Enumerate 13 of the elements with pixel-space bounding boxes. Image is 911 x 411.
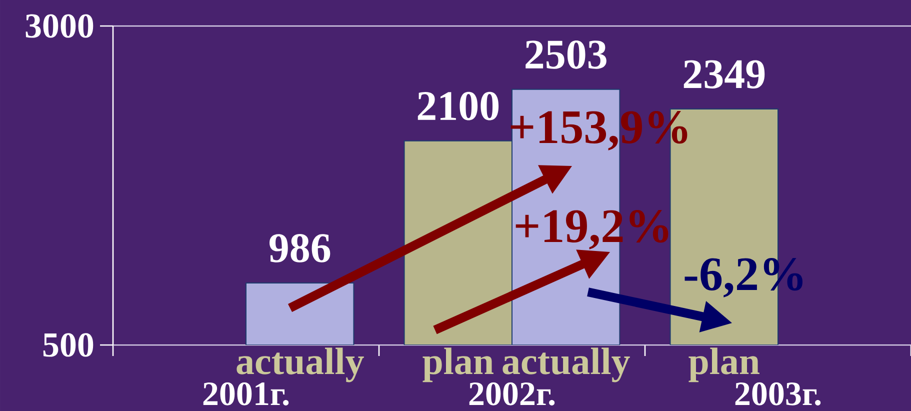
data-label: 2503 <box>526 40 606 69</box>
y-tick-label: 500 <box>43 333 94 357</box>
data-label: 2100 <box>418 92 499 120</box>
data-label: 986 <box>270 234 330 262</box>
series-label: plan <box>422 348 494 382</box>
x-tick-label: 2001г. <box>203 382 289 406</box>
x-tick-label: 2002г. <box>469 382 555 406</box>
text: plan <box>688 348 760 382</box>
y-tick-label: 3000 <box>26 14 94 38</box>
series-label: actually <box>236 348 364 382</box>
data-label: 2349 <box>684 60 765 88</box>
x-tick-label: 2003г. <box>735 382 821 406</box>
text: actually <box>502 348 630 382</box>
